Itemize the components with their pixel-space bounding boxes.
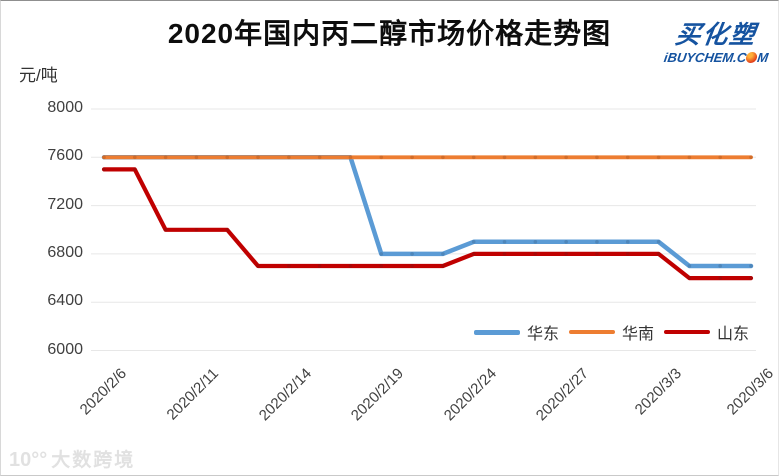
data-point-marker: [441, 264, 445, 268]
data-point-marker: [133, 155, 137, 160]
data-point-marker: [317, 264, 322, 268]
legend-label: 华东: [526, 326, 559, 343]
legend-swatch: [473, 329, 520, 335]
data-point-marker: [287, 264, 291, 268]
data-point-marker: [502, 252, 507, 256]
data-point-marker: [379, 155, 384, 160]
data-point-marker: [749, 276, 753, 280]
data-point-marker: [625, 240, 630, 244]
legend-item-2: 山东: [663, 320, 749, 344]
watermark-logo-icon: 10°°: [9, 449, 48, 471]
y-tick-label: 6800: [47, 243, 83, 261]
data-point-marker: [533, 240, 538, 244]
series-line-2: [101, 167, 754, 281]
data-point-marker: [564, 252, 568, 256]
y-tick-label: 8000: [47, 99, 83, 116]
legend-item-0: 华东: [473, 320, 559, 344]
data-point-marker: [194, 155, 199, 160]
legend-swatch: [663, 330, 710, 334]
data-point-marker: [533, 252, 538, 256]
y-tick-label: 7200: [47, 195, 83, 213]
legend-label: 山东: [716, 326, 749, 343]
legend-item-1: 华南: [568, 320, 654, 344]
watermark-text: 大数跨境: [51, 450, 136, 471]
data-point-marker: [102, 155, 106, 160]
data-point-marker: [595, 155, 599, 160]
data-point-marker: [441, 155, 445, 160]
data-point-marker: [625, 252, 630, 256]
data-point-marker: [471, 155, 476, 160]
data-point-marker: [595, 252, 599, 256]
data-point-marker: [348, 155, 353, 160]
page-title: 2020年国内丙二醇市场价格走势图: [167, 18, 612, 49]
data-point-marker: [441, 252, 445, 256]
data-point-marker: [287, 155, 291, 160]
data-point-marker: [656, 155, 661, 160]
data-point-marker: [410, 252, 414, 256]
data-point-marker: [410, 155, 414, 160]
y-tick-label: 6400: [47, 292, 83, 310]
chart-legend: 华东 华南 山东: [473, 320, 749, 344]
data-point-marker: [656, 252, 661, 256]
data-point-marker: [379, 252, 384, 256]
data-point-marker: [471, 252, 476, 256]
data-point-marker: [410, 264, 414, 268]
data-point-marker: [687, 276, 692, 280]
data-point-marker: [102, 167, 106, 172]
legend-swatch: [568, 330, 615, 334]
data-point-marker: [256, 264, 260, 268]
data-point-marker: [163, 155, 168, 160]
y-tick-label: 7600: [47, 147, 83, 165]
data-point-marker: [317, 155, 322, 160]
data-point-marker: [471, 240, 476, 244]
data-point-marker: [718, 155, 722, 160]
data-point-marker: [533, 155, 538, 160]
data-point-marker: [625, 155, 630, 160]
data-point-marker: [656, 240, 661, 244]
data-point-marker: [348, 264, 353, 268]
watermark: 10°° 大数跨境: [9, 445, 135, 472]
data-point-marker: [256, 155, 260, 160]
data-point-marker: [595, 240, 599, 244]
data-point-marker: [502, 155, 507, 160]
data-point-marker: [225, 227, 230, 232]
data-point-marker: [133, 167, 137, 172]
data-point-marker: [718, 276, 722, 280]
data-point-marker: [379, 264, 384, 268]
data-point-marker: [687, 264, 692, 268]
data-point-marker: [564, 240, 568, 244]
data-point-marker: [749, 155, 753, 160]
data-point-marker: [749, 264, 753, 268]
data-point-marker: [718, 264, 722, 268]
data-point-marker: [163, 227, 168, 232]
data-point-marker: [225, 155, 230, 160]
data-point-marker: [194, 227, 199, 232]
y-tick-label: 6000: [47, 340, 83, 358]
data-point-marker: [564, 155, 568, 160]
data-point-marker: [502, 240, 507, 244]
series-line-0: [101, 155, 754, 269]
legend-label: 华南: [621, 326, 654, 343]
data-point-marker: [687, 155, 692, 160]
y-axis-unit-label: 元/吨: [19, 66, 58, 85]
